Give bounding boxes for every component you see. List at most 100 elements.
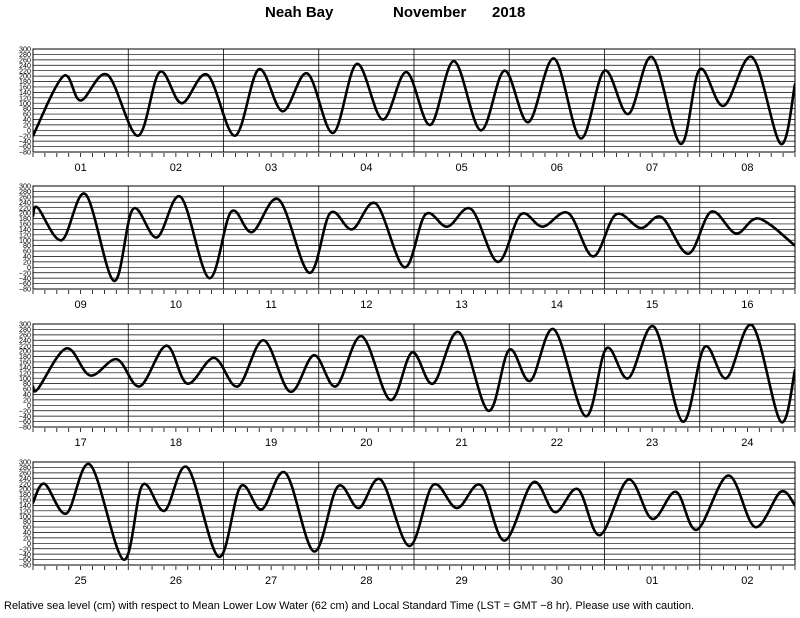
y-tick-label: −40	[19, 137, 31, 146]
y-tick-label: 160	[19, 358, 31, 367]
day-label: 02	[741, 575, 753, 587]
title-month: November	[393, 4, 467, 21]
y-tick-label: 140	[19, 225, 31, 234]
y-tick-label: 20	[23, 395, 31, 404]
y-tick-label: 40	[23, 115, 31, 124]
day-label: 23	[646, 437, 658, 449]
y-tick-label: 0	[27, 126, 31, 135]
y-tick-label: 60	[23, 523, 31, 532]
y-tick-label: −40	[19, 412, 31, 421]
y-tick-label: 180	[19, 490, 31, 499]
y-tick-label: −80	[19, 148, 31, 157]
y-tick-label: 80	[23, 517, 31, 526]
title-year: 2018	[492, 4, 526, 21]
y-tick-label: 140	[19, 88, 31, 97]
y-tick-label: 120	[19, 93, 31, 102]
y-tick-label: 120	[19, 368, 31, 377]
y-tick-label: 280	[19, 325, 31, 334]
y-tick-label: 280	[19, 187, 31, 196]
day-label: 01	[646, 575, 658, 587]
day-label: 26	[170, 575, 182, 587]
title-location: Neah Bay	[265, 4, 334, 21]
y-tick-label: 220	[19, 203, 31, 212]
y-tick-label: 280	[19, 50, 31, 59]
y-tick-label: 240	[19, 336, 31, 345]
day-label: 14	[551, 299, 563, 311]
y-tick-label: −60	[19, 279, 31, 288]
y-tick-label: 240	[19, 198, 31, 207]
y-tick-label: 260	[19, 55, 31, 64]
day-label: 10	[170, 299, 182, 311]
day-label: 27	[265, 575, 277, 587]
y-tick-label: 260	[19, 330, 31, 339]
tide-series-line	[33, 192, 795, 283]
y-tick-label: 100	[19, 374, 31, 383]
panel-frame	[32, 461, 796, 566]
y-tick-label: −80	[19, 423, 31, 432]
y-tick-label: −40	[19, 274, 31, 283]
y-tick-label: 160	[19, 83, 31, 92]
tide-series-line	[33, 462, 795, 561]
y-tick-label: 80	[23, 379, 31, 388]
day-label: 17	[75, 437, 87, 449]
y-tick-label: 20	[23, 533, 31, 542]
chart-caption: Relative sea level (cm) with respect to …	[4, 600, 695, 612]
chart-title: Neah Bay November 2018	[0, 4, 800, 26]
day-label: 19	[265, 437, 277, 449]
y-tick-label: −20	[19, 406, 31, 415]
chart-panel-3: −80−60−40−200204060801001201401601802002…	[19, 320, 796, 449]
y-tick-label: 180	[19, 214, 31, 223]
y-tick-label: −80	[19, 285, 31, 294]
day-label: 09	[75, 299, 87, 311]
day-label: 04	[360, 162, 372, 174]
day-label: 11	[265, 299, 276, 311]
y-tick-label: 220	[19, 341, 31, 350]
day-label: 25	[75, 575, 87, 587]
day-label: 06	[551, 162, 563, 174]
day-label: 22	[551, 437, 563, 449]
y-tick-label: 240	[19, 474, 31, 483]
chart-panel-1: −80−60−40−200204060801001201401601802002…	[19, 45, 796, 174]
day-label: 29	[456, 575, 468, 587]
y-tick-label: 240	[19, 61, 31, 70]
y-tick-label: −80	[19, 561, 31, 570]
y-tick-label: 220	[19, 66, 31, 75]
y-tick-label: −40	[19, 550, 31, 559]
y-tick-label: 40	[23, 528, 31, 537]
y-tick-label: 120	[19, 506, 31, 515]
tide-series-line	[33, 55, 795, 146]
y-tick-label: 0	[27, 401, 31, 410]
y-tick-label: 140	[19, 363, 31, 372]
panel-frame	[32, 185, 796, 290]
y-tick-label: 280	[19, 463, 31, 472]
y-tick-label: 80	[23, 104, 31, 113]
day-label: 07	[646, 162, 658, 174]
day-label: 28	[360, 575, 372, 587]
y-tick-label: −60	[19, 417, 31, 426]
y-tick-label: 60	[23, 385, 31, 394]
y-tick-label: 200	[19, 209, 31, 218]
day-label: 13	[456, 299, 468, 311]
y-tick-label: 200	[19, 485, 31, 494]
y-tick-label: 40	[23, 390, 31, 399]
y-tick-label: 20	[23, 120, 31, 129]
y-tick-label: −20	[19, 544, 31, 553]
y-tick-label: 180	[19, 77, 31, 86]
y-tick-label: 100	[19, 99, 31, 108]
y-tick-label: 60	[23, 247, 31, 256]
day-label: 05	[456, 162, 468, 174]
y-tick-label: 120	[19, 230, 31, 239]
y-tick-label: 40	[23, 252, 31, 261]
y-tick-label: 300	[19, 45, 31, 54]
y-tick-label: 300	[19, 320, 31, 329]
y-tick-label: 0	[27, 539, 31, 548]
y-tick-label: −20	[19, 268, 31, 277]
day-label: 12	[360, 299, 372, 311]
y-tick-label: 0	[27, 263, 31, 272]
day-label: 15	[646, 299, 658, 311]
y-tick-label: 60	[23, 110, 31, 119]
y-tick-label: 100	[19, 236, 31, 245]
y-tick-label: −20	[19, 131, 31, 140]
day-label: 01	[75, 162, 87, 174]
